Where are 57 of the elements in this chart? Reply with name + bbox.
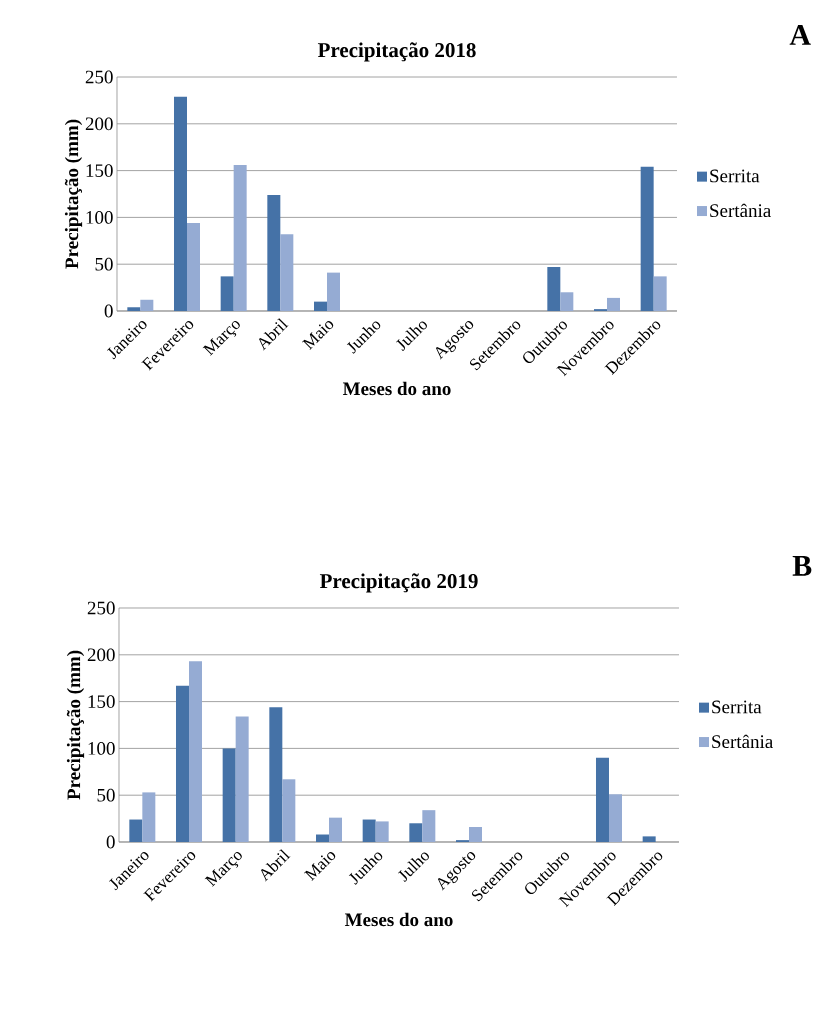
bar — [375, 821, 389, 842]
bar — [222, 748, 236, 842]
bar — [233, 164, 247, 311]
bar — [220, 276, 234, 311]
bar — [329, 817, 342, 842]
y-tick-label: 50 — [95, 257, 113, 271]
bar — [187, 223, 200, 311]
bar — [280, 234, 294, 311]
bar — [282, 779, 296, 842]
bar — [269, 707, 283, 842]
bar — [267, 194, 281, 311]
y-tick-label: 250 — [87, 601, 115, 615]
bar — [422, 810, 436, 842]
bar — [327, 272, 340, 311]
y-axis-title: Precipitação (mm) — [64, 119, 83, 269]
bar — [176, 685, 189, 842]
bar — [560, 292, 574, 311]
bar — [609, 794, 622, 842]
y-axis-title: Precipitação (mm) — [66, 650, 85, 800]
chart-title: Precipitação 2019 — [319, 573, 478, 593]
legend-label: Sertânia — [710, 203, 771, 218]
y-tick-label: 150 — [88, 695, 115, 709]
y-tick-label: 50 — [97, 788, 115, 802]
bar — [640, 166, 654, 311]
bar — [174, 96, 187, 311]
legend-label: Serrita — [710, 169, 760, 183]
x-axis-title: Meses do ano — [344, 912, 453, 927]
bar — [127, 307, 141, 311]
bar — [607, 297, 620, 311]
y-tick-label: 100 — [86, 211, 113, 224]
bar — [235, 716, 249, 842]
bar — [362, 819, 376, 842]
bar — [642, 836, 656, 842]
y-tick-label: 200 — [85, 117, 113, 131]
bar — [140, 299, 154, 311]
y-tick-label: 250 — [85, 70, 113, 84]
bar — [129, 819, 143, 842]
bar — [189, 661, 202, 842]
y-tick-label: 200 — [87, 648, 115, 662]
bar — [316, 834, 329, 842]
x-axis-title: Meses do ano — [342, 381, 451, 396]
y-tick-label: 100 — [88, 742, 115, 755]
bar — [314, 301, 327, 311]
legend-label: Sertânia — [712, 734, 773, 749]
bar — [595, 757, 609, 842]
legend-label: Serrita — [712, 700, 762, 714]
bar — [409, 823, 423, 842]
y-tick-label: 0 — [106, 835, 115, 849]
y-tick-label: 150 — [86, 164, 113, 178]
text: B — [792, 556, 812, 576]
chart-title: Precipitação 2018 — [317, 42, 476, 62]
bar — [142, 792, 156, 842]
bar — [469, 827, 482, 842]
bar — [653, 276, 667, 311]
text: A — [789, 24, 811, 45]
bar — [547, 267, 561, 311]
y-tick-label: 0 — [104, 304, 113, 318]
